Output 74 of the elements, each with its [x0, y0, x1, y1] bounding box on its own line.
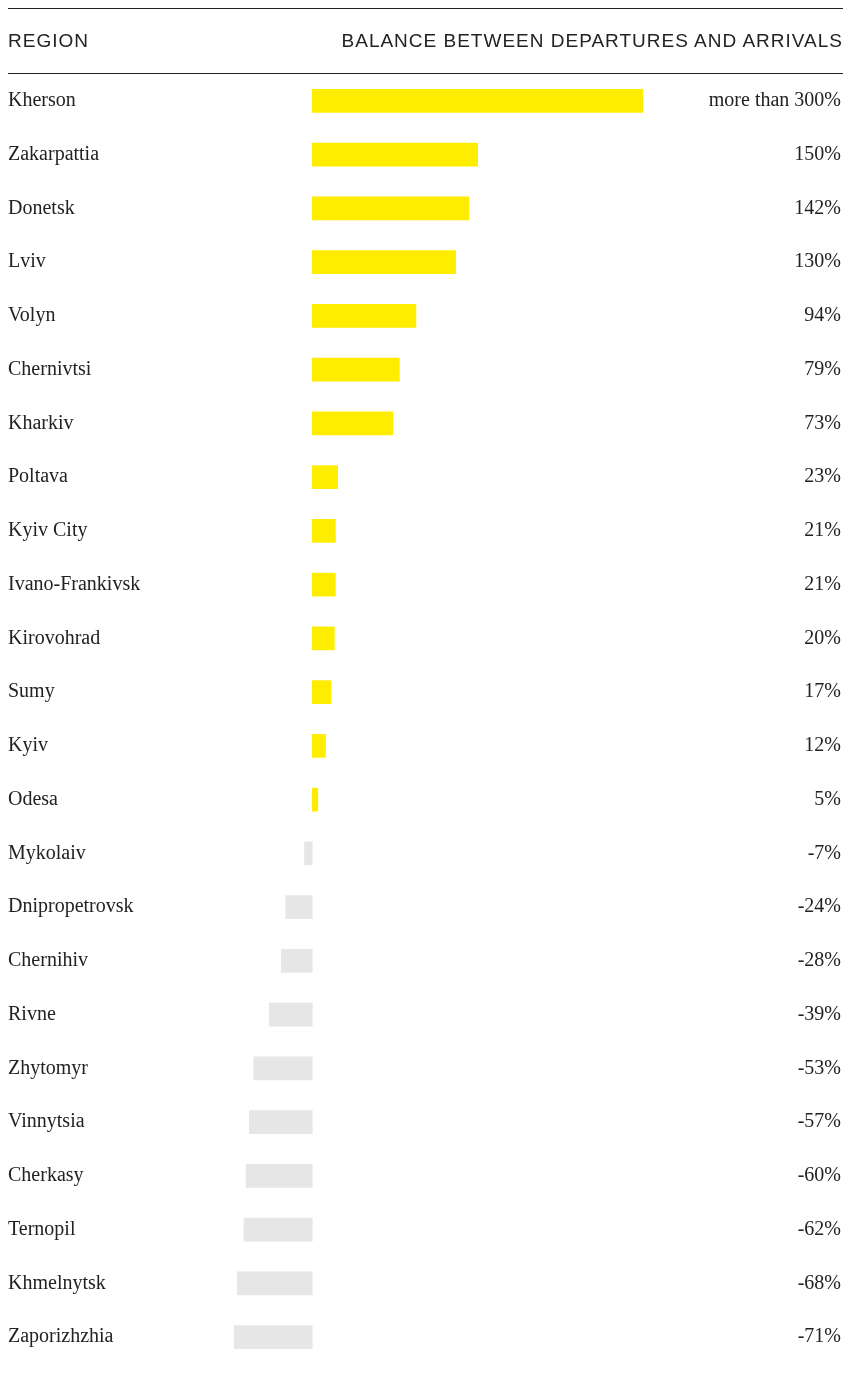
bar: [311, 411, 394, 436]
bar: [311, 626, 335, 651]
y-tick-label: Kherson: [8, 88, 76, 111]
y-tick-label: Chernihiv: [8, 948, 88, 971]
bar: [311, 465, 338, 489]
y-tick-label: Kirovohrad: [8, 625, 101, 648]
bar: [245, 1164, 313, 1188]
y-tick-label: Chernivtsi: [8, 356, 92, 379]
y-tick-label: Dnipropetrovsk: [8, 894, 134, 918]
data-label: -71%: [797, 1324, 841, 1347]
bar: [311, 304, 417, 328]
bar: [236, 1271, 313, 1296]
bar: [249, 1110, 313, 1134]
data-label: 142%: [794, 195, 841, 218]
bar: [253, 1056, 313, 1081]
data-label: 130%: [794, 249, 841, 272]
bar: [304, 841, 313, 866]
y-tick-label: Zhytomyr: [8, 1055, 89, 1079]
data-label: -53%: [797, 1055, 841, 1078]
y-axis-title: REGION: [8, 30, 89, 52]
y-tick-label: Donetsk: [8, 195, 75, 218]
bar: [311, 142, 478, 167]
data-label: 94%: [804, 303, 841, 326]
bar: [311, 680, 332, 704]
x-axis-title: BALANCE BETWEEN DEPARTURES AND ARRIVALS: [341, 30, 843, 52]
y-tick-label: Khmelnytsk: [8, 1270, 106, 1294]
y-tick-label: Vinnytsia: [8, 1109, 85, 1133]
y-tick-label: Ivano-Frankivsk: [8, 571, 141, 594]
y-tick-label: Kharkiv: [8, 410, 74, 433]
bar: [285, 895, 313, 919]
bar: [311, 250, 456, 274]
data-label: 17%: [804, 679, 841, 702]
y-tick-label: Zakarpattia: [8, 141, 100, 165]
data-label: 21%: [804, 518, 841, 541]
data-label: 20%: [804, 625, 841, 648]
y-tick-label: Lviv: [8, 249, 46, 272]
data-label: -28%: [797, 948, 841, 971]
data-label: -68%: [797, 1270, 841, 1293]
data-label: -39%: [797, 1001, 841, 1024]
data-label: more than 300%: [708, 88, 841, 111]
y-tick-label: Poltava: [8, 464, 69, 487]
y-tick-label: Kyiv City: [8, 518, 88, 542]
data-label: -7%: [807, 840, 841, 863]
data-label: 12%: [804, 733, 841, 756]
y-tick-label: Volyn: [8, 303, 56, 327]
data-label: -24%: [797, 894, 841, 917]
y-tick-label: Sumy: [8, 679, 55, 703]
y-tick-label: Kyiv: [8, 733, 48, 757]
bar: [311, 787, 319, 812]
data-label: 73%: [804, 410, 841, 433]
bar: [311, 196, 470, 221]
bar: [311, 734, 326, 758]
bar: [311, 519, 336, 543]
data-label: -60%: [797, 1163, 841, 1186]
bar: [281, 949, 313, 973]
y-tick-label: Mykolaiv: [8, 840, 86, 864]
data-label: 23%: [804, 464, 841, 487]
data-label: 5%: [814, 786, 841, 809]
data-label: -62%: [797, 1216, 841, 1239]
bar: [243, 1217, 313, 1242]
y-tick-label: Rivne: [8, 1001, 56, 1024]
bar: [311, 572, 336, 597]
bar: [234, 1325, 313, 1349]
data-label: 79%: [804, 356, 841, 379]
data-label: 150%: [794, 141, 841, 164]
bar: [268, 1002, 313, 1027]
bar: [311, 357, 400, 382]
bar: [311, 89, 643, 113]
y-tick-label: Odesa: [8, 786, 59, 809]
data-label: -57%: [797, 1109, 841, 1132]
data-label: 21%: [804, 571, 841, 594]
y-tick-label: Cherkasy: [8, 1163, 84, 1187]
y-tick-label: Zaporizhzhia: [8, 1324, 114, 1348]
y-tick-label: Ternopil: [8, 1216, 76, 1240]
